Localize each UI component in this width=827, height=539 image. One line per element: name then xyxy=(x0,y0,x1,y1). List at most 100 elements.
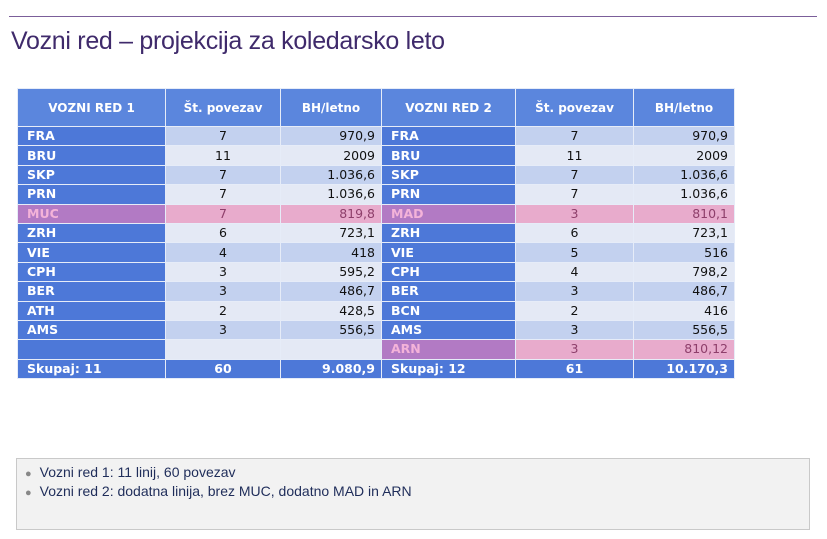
bh-cell: 428,5 xyxy=(280,300,382,321)
connections-cell: 11 xyxy=(515,145,634,166)
connections-cell: 7 xyxy=(515,164,634,186)
total-cell: 9.080,9 xyxy=(280,358,382,380)
bh-cell: 819,8 xyxy=(280,203,382,224)
table-row: MUC 7 819,8 MAD 3 810,1 xyxy=(17,203,735,224)
bh-cell: 970,9 xyxy=(280,125,382,147)
column-header: BH/letno xyxy=(633,88,735,127)
destination-cell: BCN xyxy=(381,300,516,321)
bh-cell: 1.036,6 xyxy=(633,184,735,205)
connections-cell: 3 xyxy=(515,281,634,302)
table-row: VIE 4 418 VIE 5 516 xyxy=(17,242,735,263)
bh-cell: 810,1 xyxy=(633,203,735,224)
destination-cell: PRN xyxy=(381,184,516,205)
bh-cell: 723,1 xyxy=(633,222,735,244)
destination-cell: PRN xyxy=(17,184,166,205)
destination-cell: VIE xyxy=(17,242,166,263)
bh-cell: 418 xyxy=(280,242,382,263)
note-item: ● Vozni red 1: 11 linij, 60 povezav xyxy=(25,464,809,483)
bh-cell: 1.036,6 xyxy=(280,184,382,205)
destination-cell: SKP xyxy=(17,164,166,186)
connections-cell: 3 xyxy=(165,319,281,341)
destination-cell: ZRH xyxy=(381,222,516,244)
notes-box: ● Vozni red 1: 11 linij, 60 povezav ● Vozn… xyxy=(16,458,810,530)
bh-cell: 486,7 xyxy=(633,281,735,302)
bh-cell: 595,2 xyxy=(280,261,382,283)
destination-cell: SKP xyxy=(381,164,516,186)
connections-cell: 6 xyxy=(515,222,634,244)
connections-cell xyxy=(165,339,281,360)
connections-cell: 7 xyxy=(515,184,634,205)
destination-cell: BER xyxy=(381,281,516,302)
connections-cell: 7 xyxy=(165,164,281,186)
table-row: FRA 7 970,9 FRA 7 970,9 xyxy=(17,125,735,147)
destination-cell: FRA xyxy=(381,125,516,147)
bh-cell: 2009 xyxy=(280,145,382,166)
total-cell: Skupaj: 12 xyxy=(381,358,516,380)
table-row: PRN 7 1.036,6 PRN 7 1.036,6 xyxy=(17,184,735,205)
total-row: Skupaj: 11 60 9.080,9 Skupaj: 12 61 10.170,3 xyxy=(17,358,735,380)
destination-cell: BER xyxy=(17,281,166,302)
connections-cell: 3 xyxy=(515,319,634,341)
bullet-icon: ● xyxy=(25,487,32,499)
title-divider xyxy=(9,16,817,17)
total-cell: 60 xyxy=(165,358,281,380)
connections-cell: 2 xyxy=(165,300,281,321)
table-row: ZRH 6 723,1 ZRH 6 723,1 xyxy=(17,222,735,244)
connections-cell: 7 xyxy=(165,184,281,205)
schedule-comparison-table: VOZNI RED 1 Št. povezav BH/letno VOZNI RED … xyxy=(17,88,735,380)
column-header: BH/letno xyxy=(280,88,382,127)
destination-cell xyxy=(17,339,166,360)
destination-cell: ARN xyxy=(381,339,516,360)
bullet-icon: ● xyxy=(25,468,32,480)
column-header: VOZNI RED 2 xyxy=(381,88,516,127)
connections-cell: 5 xyxy=(515,242,634,263)
column-header: Št. povezav xyxy=(165,88,281,127)
bh-cell: 416 xyxy=(633,300,735,321)
table-row: AMS 3 556,5 AMS 3 556,5 xyxy=(17,319,735,341)
destination-cell: BRU xyxy=(17,145,166,166)
bh-cell: 810,12 xyxy=(633,339,735,360)
note-text: Vozni red 1: 11 linij, 60 povezav xyxy=(39,464,236,480)
total-cell: Skupaj: 11 xyxy=(17,358,166,380)
connections-cell: 7 xyxy=(165,125,281,147)
total-cell: 61 xyxy=(515,358,634,380)
connections-cell: 7 xyxy=(515,125,634,147)
column-header: VOZNI RED 1 xyxy=(17,88,166,127)
destination-cell: CPH xyxy=(17,261,166,283)
connections-cell: 3 xyxy=(165,261,281,283)
destination-cell: MAD xyxy=(381,203,516,224)
table-header-row: VOZNI RED 1 Št. povezav BH/letno VOZNI RED … xyxy=(17,88,735,127)
bh-cell: 556,5 xyxy=(633,319,735,341)
total-cell: 10.170,3 xyxy=(633,358,735,380)
connections-cell: 4 xyxy=(165,242,281,263)
connections-cell: 11 xyxy=(165,145,281,166)
table-row: SKP 7 1.036,6 SKP 7 1.036,6 xyxy=(17,164,735,186)
connections-cell: 6 xyxy=(165,222,281,244)
connections-cell: 7 xyxy=(165,203,281,224)
destination-cell: ZRH xyxy=(17,222,166,244)
destination-cell: ATH xyxy=(17,300,166,321)
table-row: BRU 11 2009 BRU 11 2009 xyxy=(17,145,735,166)
connections-cell: 3 xyxy=(515,203,634,224)
destination-cell: AMS xyxy=(381,319,516,341)
destination-cell: CPH xyxy=(381,261,516,283)
destination-cell: FRA xyxy=(17,125,166,147)
table-row: ARN 3 810,12 xyxy=(17,339,735,360)
connections-cell: 4 xyxy=(515,261,634,283)
destination-cell: MUC xyxy=(17,203,166,224)
table-row: CPH 3 595,2 CPH 4 798,2 xyxy=(17,261,735,283)
note-item: ● Vozni red 2: dodatna linija, brez MUC, … xyxy=(25,483,809,502)
destination-cell: BRU xyxy=(381,145,516,166)
bh-cell: 2009 xyxy=(633,145,735,166)
column-header: Št. povezav xyxy=(515,88,634,127)
connections-cell: 3 xyxy=(165,281,281,302)
bh-cell: 556,5 xyxy=(280,319,382,341)
bh-cell: 516 xyxy=(633,242,735,263)
slide-title: Vozni red – projekcija za koledarsko let… xyxy=(11,27,445,55)
bh-cell: 798,2 xyxy=(633,261,735,283)
connections-cell: 2 xyxy=(515,300,634,321)
connections-cell: 3 xyxy=(515,339,634,360)
bh-cell: 723,1 xyxy=(280,222,382,244)
bh-cell: 1.036,6 xyxy=(633,164,735,186)
bh-cell: 486,7 xyxy=(280,281,382,302)
